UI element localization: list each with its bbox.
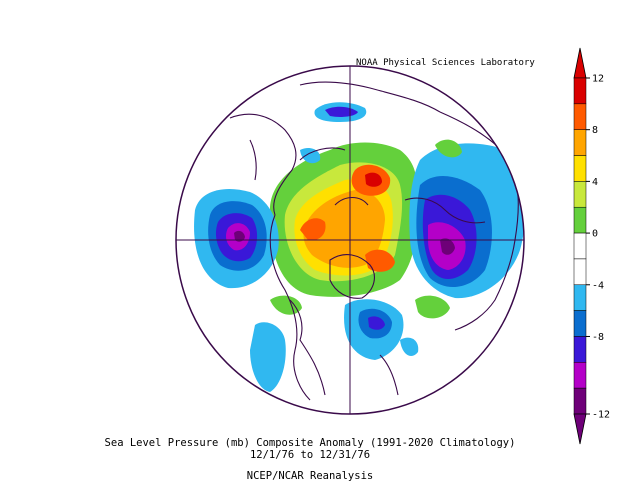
colorbar-bottom-arrow bbox=[573, 413, 587, 445]
colorbar-segment bbox=[573, 336, 587, 363]
colorbar-segment bbox=[573, 103, 587, 130]
colorbar-segment bbox=[573, 181, 587, 208]
colorbar: 12 8 4 0 -4 -8 -12 bbox=[573, 47, 610, 445]
colorbar-segment bbox=[573, 155, 587, 182]
credit-label: NOAA Physical Sciences Laboratory bbox=[356, 58, 535, 68]
colorbar-tick-label: 8 bbox=[592, 125, 598, 136]
colorbar-tick-label: 12 bbox=[592, 74, 604, 85]
colorbar-segment bbox=[573, 129, 587, 156]
caption-source: NCEP/NCAR Reanalysis bbox=[246, 470, 374, 482]
anomaly-field bbox=[194, 102, 524, 392]
coastlines bbox=[229, 81, 519, 401]
colorbar-segment bbox=[573, 362, 587, 389]
caption-dates: 12/1/76 to 12/31/76 bbox=[249, 449, 371, 461]
colorbar-segment bbox=[573, 310, 587, 337]
colorbar-segment bbox=[573, 258, 587, 286]
colorbar-tick-label: 0 bbox=[592, 229, 598, 240]
colorbar-segment bbox=[573, 387, 587, 415]
colorbar-segment bbox=[573, 77, 587, 105]
caption-title: Sea Level Pressure (mb) Composite Anomal… bbox=[104, 437, 516, 449]
colorbar-tick-label: 4 bbox=[592, 177, 598, 188]
map-boundary bbox=[175, 65, 525, 415]
colorbar-tick-label: -8 bbox=[592, 332, 604, 343]
colorbar-segment bbox=[573, 206, 587, 234]
colorbar-segment bbox=[573, 284, 587, 311]
colorbar-top-arrow bbox=[573, 47, 587, 79]
colorbar-tick-label: -4 bbox=[592, 280, 604, 291]
colorbar-tick-label: -12 bbox=[592, 410, 610, 421]
colorbar-segment bbox=[573, 232, 587, 260]
